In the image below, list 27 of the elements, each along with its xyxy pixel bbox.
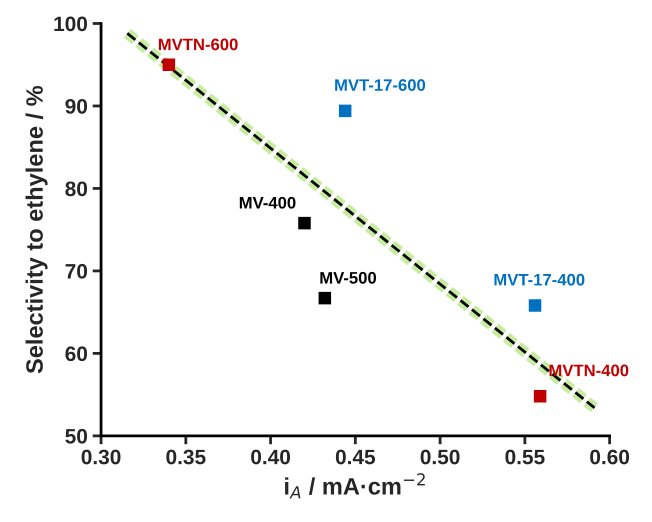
y-tick-label: 90 <box>65 98 88 114</box>
point <box>162 58 176 71</box>
y-tick-label: 80 <box>65 181 88 196</box>
point <box>298 216 311 230</box>
x-axis-title: i$_{A}$ / mA·cm$^{−2}$ <box>285 473 425 498</box>
y-tick-label: 60 <box>65 346 88 362</box>
series-label: MV-500 <box>320 272 376 284</box>
point <box>318 292 332 304</box>
x-tick-label: 0.30 <box>82 450 120 464</box>
y-axis-title: Selectivity to ethylene / % <box>26 86 48 374</box>
series-label: MVTN-400 <box>550 364 628 376</box>
x-tick-label: 0.35 <box>166 450 206 464</box>
series-label: MV-400 <box>240 196 296 209</box>
point <box>534 390 546 403</box>
x-tick-label: 0.55 <box>505 450 545 464</box>
series-label: MVT-17-600 <box>335 79 426 91</box>
y-tick-label: 100 <box>54 16 88 32</box>
point <box>338 104 352 118</box>
x-tick-label: 0.50 <box>420 450 460 464</box>
y-tick-label: 50 <box>65 428 88 444</box>
series-label: MVTN-600 <box>158 38 238 50</box>
y-tick-label: 70 <box>66 264 88 279</box>
series-label: MVT-17-400 <box>494 274 584 286</box>
x-tick-label: 0.60 <box>590 450 630 464</box>
x-tick-label: 0.40 <box>251 450 290 464</box>
x-tick-label: 0.45 <box>336 450 376 464</box>
point <box>528 299 542 312</box>
